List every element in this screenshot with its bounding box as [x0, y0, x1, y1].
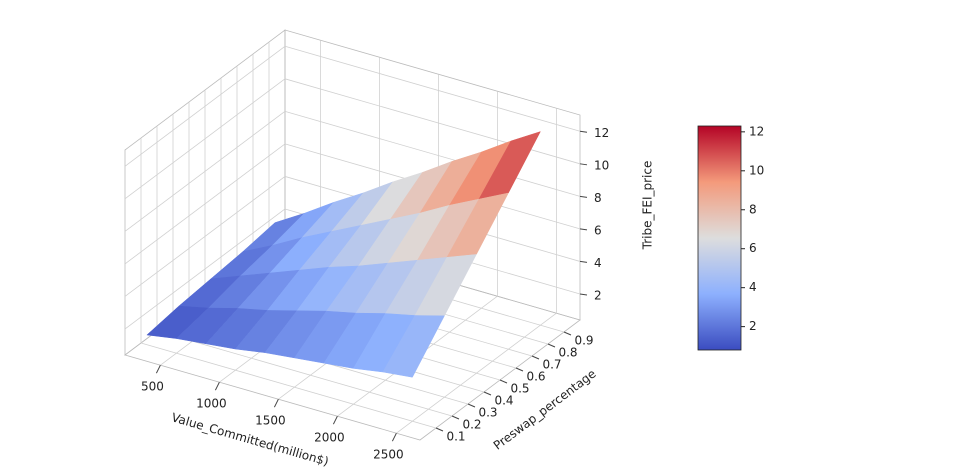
z-tick-label: 2: [594, 288, 602, 302]
y-tick: [483, 391, 492, 396]
y-tick: [515, 367, 524, 372]
y-tick-label: 0.1: [446, 430, 465, 444]
y-tick-label: 0.4: [494, 394, 513, 408]
colorbar-tick-label: 8: [749, 202, 757, 216]
y-tick-label: 0.5: [510, 382, 529, 396]
grid-line: [124, 78, 286, 200]
x-tick-label: 2000: [314, 431, 345, 445]
grid-line: [284, 45, 581, 132]
grid-line: [156, 330, 453, 417]
z-axis-label: Tribe_FEI_price: [641, 161, 655, 251]
grid-line: [284, 110, 581, 197]
grid-line: [284, 78, 581, 165]
y-tick-label: 0.8: [558, 346, 577, 360]
y-tick: [563, 331, 572, 336]
colorbar-tick-label: 6: [749, 241, 757, 255]
z-tick-label: 12: [594, 126, 609, 140]
y-tick: [451, 415, 460, 420]
colorbar-tick-label: 4: [749, 280, 757, 294]
z-tick: [579, 163, 588, 166]
y-tick-label: 0.7: [542, 358, 561, 372]
x-tick-label: 1000: [196, 397, 227, 411]
grid-line: [124, 208, 286, 330]
x-tick-label: 500: [141, 380, 164, 394]
colorbar-tick-label: 12: [749, 124, 764, 138]
colorbar-tick-label: 10: [749, 163, 764, 177]
back-pane: [284, 29, 581, 321]
y-tick-label: 0.6: [526, 370, 545, 384]
y-tick-label: 0.9: [574, 334, 593, 348]
grid-line: [124, 111, 286, 232]
colorbar-gradient: [697, 125, 742, 351]
z-tick-label: 4: [594, 256, 602, 270]
colorbar: 2 4 6 8 10 12: [697, 124, 764, 351]
surface: [146, 131, 541, 378]
x-axis-label: Value_Committed(million$): [170, 410, 330, 467]
z-tick: [579, 195, 588, 198]
z-tick-label: 10: [594, 158, 609, 172]
y-tick: [547, 343, 556, 348]
x-tick: [391, 432, 397, 442]
x-tick: [155, 364, 161, 374]
colorbar-tick-label: 2: [749, 319, 757, 333]
grid-line: [124, 176, 286, 297]
surface-patch: [382, 315, 445, 378]
z-tick: [579, 293, 588, 296]
y-tick: [435, 427, 444, 432]
x-tick: [273, 398, 279, 408]
grid-line: [124, 45, 286, 167]
x-tick-label: 2500: [373, 448, 404, 462]
z-tick: [579, 228, 588, 231]
z-tick-label: 8: [594, 191, 602, 205]
x-tick: [214, 381, 220, 391]
y-tick: [531, 355, 540, 360]
x-tick-label: 1500: [255, 414, 286, 428]
z-tick: [579, 130, 588, 133]
grid-line: [124, 143, 286, 265]
y-tick: [467, 403, 476, 408]
y-tick-label: 0.2: [462, 418, 481, 432]
y-tick: [499, 379, 508, 384]
z-tick: [579, 260, 588, 263]
y-tick-label: 0.3: [478, 406, 497, 420]
grid-line: [140, 342, 437, 429]
z-tick-label: 6: [594, 223, 602, 237]
x-tick: [332, 415, 338, 425]
